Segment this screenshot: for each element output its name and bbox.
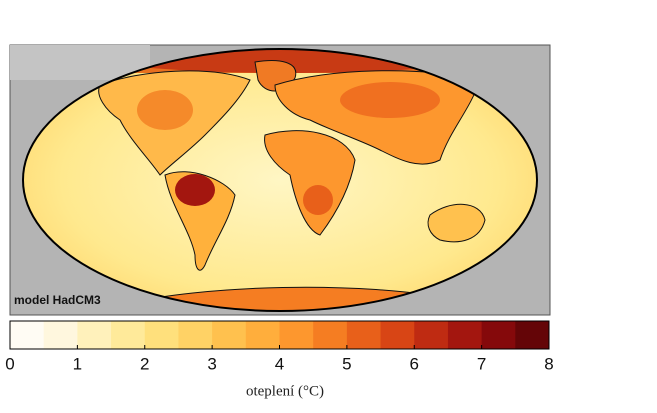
colorbar-segment (178, 321, 213, 349)
tick-label: 6 (410, 354, 419, 373)
tick-label: 2 (140, 354, 149, 373)
colorbar-segment (144, 321, 179, 349)
tick-label: 3 (207, 354, 216, 373)
tick-label: 7 (477, 354, 486, 373)
colorbar: 0 1 2 3 4 5 6 7 8 (5, 320, 554, 373)
colorbar-segment (43, 321, 78, 349)
globe-outline (22, 48, 538, 312)
colorbar-segment (346, 321, 382, 349)
tick-label: 5 (342, 354, 351, 373)
tick-label: 0 (5, 354, 14, 373)
colorbar-segment (313, 321, 348, 349)
colorbar-label: oteplení (°C) (246, 383, 324, 399)
colorbar-segment (481, 321, 516, 349)
colorbar-segment (10, 321, 45, 349)
colorbar-segment (77, 321, 112, 349)
colorbar-segment (447, 321, 483, 349)
colorbar-segment (380, 321, 415, 349)
colorbar-segment (245, 321, 280, 349)
tick-label: 8 (544, 354, 553, 373)
tick-label: 1 (73, 354, 82, 373)
map: model HadCM3 (9, 44, 551, 316)
colorbar-segment (212, 321, 247, 349)
colorbar-segment (414, 321, 449, 349)
tick-label: 4 (275, 354, 284, 373)
colorbar-segment (279, 321, 314, 349)
model-label: model HadCM3 (14, 293, 101, 307)
colorbar-segment (111, 321, 146, 349)
colorbar-segment (515, 321, 550, 349)
